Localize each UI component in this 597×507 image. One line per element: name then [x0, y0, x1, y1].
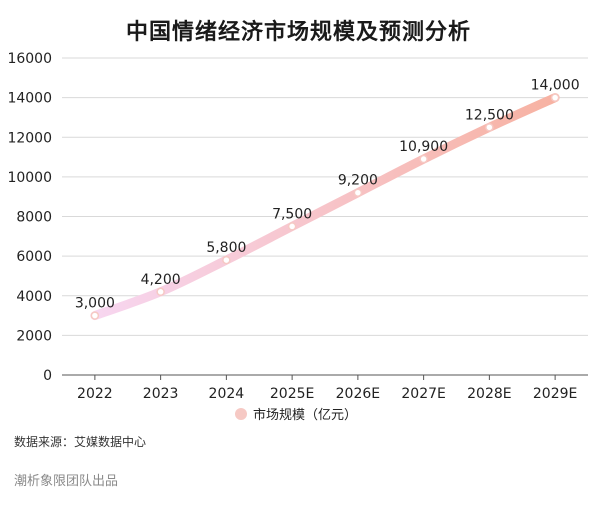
y-tick-label: 8000: [16, 210, 52, 226]
legend-label: 市场规模（亿元）: [253, 407, 357, 423]
x-tick-label: 2025E: [270, 386, 314, 402]
data-point: [354, 189, 361, 196]
y-tick-label: 2000: [16, 328, 52, 344]
legend[interactable]: 市场规模（亿元）: [235, 407, 357, 423]
x-tick-label: 2028E: [467, 386, 511, 402]
x-tick-label: 2026E: [336, 386, 380, 402]
data-point: [420, 156, 427, 163]
y-axis: 0 2000 4000 6000 8000 10000 12000 14000 16000: [7, 51, 52, 384]
data-point: [289, 223, 296, 230]
x-axis: 2022 2023 2024 2025E 2026E 2027E 2028E 2029E: [77, 375, 577, 402]
y-tick-label: 16000: [7, 51, 52, 67]
data-label: 3,000: [75, 296, 115, 312]
data-point: [157, 288, 164, 295]
x-tick-label: 2024: [209, 386, 245, 402]
x-tick-label: 2029E: [533, 386, 577, 402]
data-label: 4,200: [141, 272, 181, 288]
x-tick-label: 2027E: [401, 386, 445, 402]
data-label: 10,900: [399, 139, 448, 155]
data-label: 5,800: [206, 240, 246, 256]
data-point: [223, 257, 230, 264]
source-note: 数据来源：艾媒数据中心: [14, 433, 146, 450]
credit-note: 潮析象限团队出品: [14, 470, 118, 489]
line-chart: 0 2000 4000 6000 8000 10000 12000 14000 16000 20…: [0, 0, 597, 430]
y-tick-label: 14000: [7, 91, 52, 107]
y-tick-label: 4000: [16, 289, 52, 305]
data-point: [486, 124, 493, 131]
x-tick-label: 2023: [143, 386, 179, 402]
data-label: 7,500: [272, 206, 312, 222]
data-label: 9,200: [338, 173, 378, 189]
data-label: 12,500: [465, 107, 514, 123]
x-tick-label: 2022: [77, 386, 113, 402]
legend-swatch: [235, 408, 247, 420]
y-tick-label: 0: [43, 368, 52, 384]
y-tick-label: 6000: [16, 249, 52, 265]
y-tick-label: 12000: [7, 130, 52, 146]
grid-lines: [62, 58, 588, 375]
data-point: [91, 312, 98, 319]
data-labels: 3,000 4,200 5,800 7,500 9,200 10,900 12,500 14,…: [75, 78, 580, 312]
data-point: [552, 94, 559, 101]
data-label: 14,000: [531, 78, 580, 94]
y-tick-label: 10000: [7, 170, 52, 186]
